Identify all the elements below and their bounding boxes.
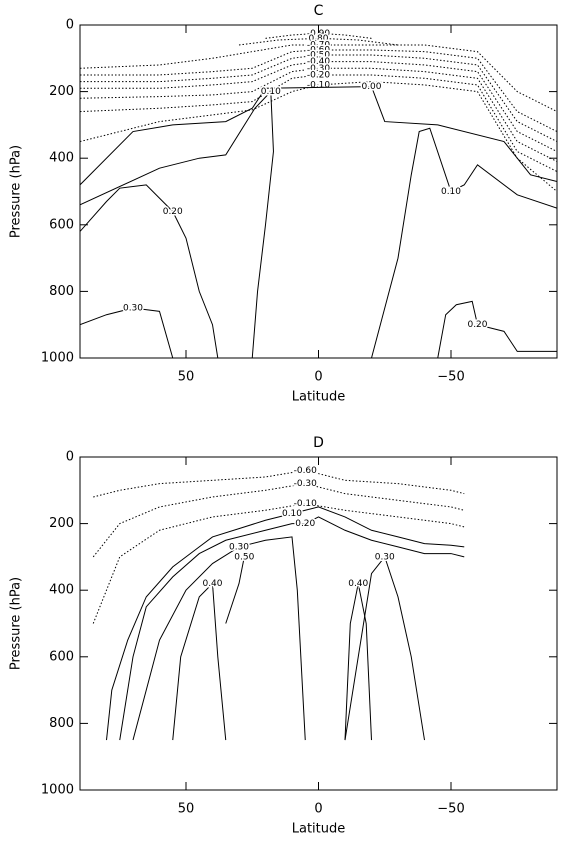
y-tick-label: 0 [66,450,74,465]
x-axis-label: Latitude [292,390,346,405]
contour-line [80,86,557,186]
contour-label: -0.10 [294,499,318,509]
contour-label: 0.30 [375,552,395,562]
contour-line [265,32,372,39]
x-tick-label: 50 [178,802,195,817]
contour-line [132,536,306,741]
y-tick-label: 400 [49,583,74,598]
contour-line [172,582,227,741]
contour-line [437,300,557,358]
contour-label: 0.10 [441,187,461,197]
x-tick-label: 0 [314,370,322,385]
contour-line [225,556,245,624]
contour-label: -0.30 [307,64,331,74]
contour-label: 0.20 [295,519,315,529]
contour-label: 0.50 [234,552,254,562]
y-axis-label: Pressure (hPa) [9,145,24,238]
x-tick-label: −50 [437,802,464,817]
contour-line [92,503,465,624]
contour-label: 0.30 [229,542,249,552]
contour-label: -0.10 [307,80,331,90]
chart-title: D [313,435,324,451]
contour-line [80,54,557,142]
contour-label: 0.20 [163,207,183,217]
y-tick-label: 0 [66,18,74,33]
contour-line [119,516,465,741]
contour-label: -0.30 [294,479,318,489]
contour-line [92,483,465,558]
y-axis-label: Pressure (hPa) [9,577,24,670]
y-tick-label: 1000 [41,783,74,798]
y-tick-label: 600 [49,649,74,664]
y-tick-label: 800 [49,716,74,731]
x-tick-label: 50 [178,370,195,385]
contour-label: 0.40 [202,579,222,589]
y-tick-label: 200 [49,516,74,531]
y-tick-label: 800 [49,284,74,299]
contour-label: 0.10 [261,87,281,97]
contour-label: 0.10 [282,509,302,519]
x-tick-label: 0 [314,802,322,817]
contour-line [106,506,465,741]
x-tick-label: −50 [437,370,464,385]
x-axis-label: Latitude [292,822,346,837]
contour-line [80,61,557,152]
contour-line [80,307,174,358]
contour-line [80,90,274,358]
contours: -0.900.80-0.70-0.60-0.50-0.40-0.30-0.20-… [80,27,557,358]
contour-label: -0.60 [294,466,318,476]
y-tick-label: 1000 [41,351,74,366]
contour-label: 0.20 [467,320,487,330]
contour-label: -0.20 [307,70,331,80]
contour-label: -0.50 [307,50,331,60]
contour-line [80,49,557,133]
contour-label: -0.60 [307,45,331,55]
y-tick-label: 600 [49,217,74,232]
contour-label: -0.40 [307,57,331,67]
chart-title: C [314,3,324,19]
contour-label: 0.40 [348,579,368,589]
contour-label: -0.90 [307,29,331,39]
contour-line [80,184,219,358]
contour-line [344,583,372,741]
contours: -0.60 -0.30 -0.100.100.20 0.30 0.40 0.50 0.40 0… [92,464,465,741]
y-tick-label: 400 [49,151,74,166]
contour-label: 0.30 [123,304,143,314]
contour-line [93,469,465,498]
contour-line [371,127,557,358]
contour-label: 0.00 [361,82,381,92]
y-tick-label: 200 [49,84,74,99]
contour-label: -0.70 [307,40,331,50]
contour-label: 0.80 [308,34,328,44]
contour-line [80,67,557,162]
contour-line [344,555,425,741]
contour-line [80,74,557,172]
